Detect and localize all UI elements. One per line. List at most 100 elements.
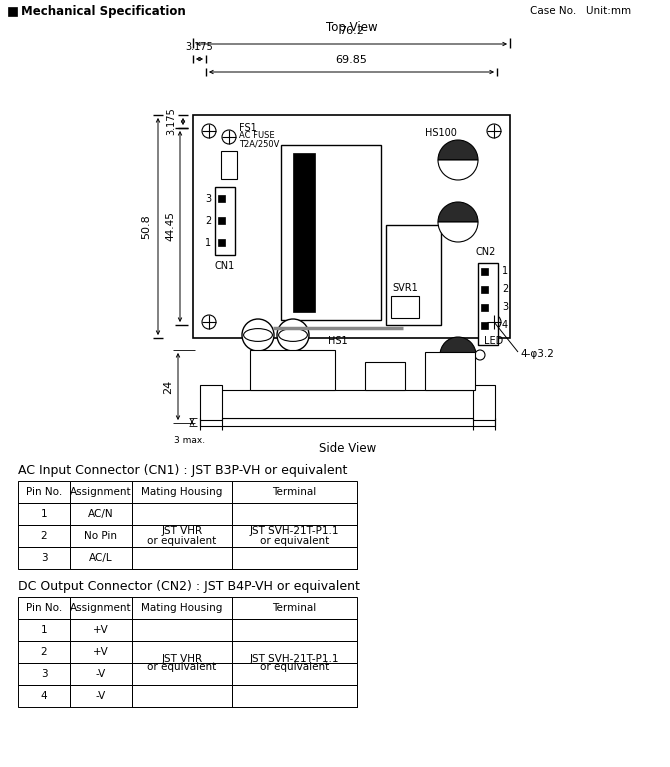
Bar	[18, 641, 70, 663]
Text: 1: 1	[41, 509, 48, 519]
Bar	[215, 390, 480, 418]
Text: 4: 4	[41, 691, 48, 701]
Text: AC/L: AC/L	[89, 553, 113, 563]
Bar	[232, 503, 357, 525]
Bar	[132, 619, 232, 707]
Bar	[70, 503, 132, 525]
Text: Mating Housing: Mating Housing	[141, 487, 222, 497]
Bar	[478, 263, 498, 345]
Text: Top View: Top View	[326, 21, 377, 34]
Bar	[18, 481, 70, 503]
Text: DC Output Connector (CN2) : JST B4P-VH or equivalent: DC Output Connector (CN2) : JST B4P-VH o…	[18, 580, 360, 593]
Bar	[70, 641, 132, 663]
Bar	[232, 525, 357, 547]
Bar	[132, 663, 232, 685]
Wedge shape	[438, 222, 478, 242]
Text: Assignment: Assignment	[70, 487, 132, 497]
Text: 1: 1	[502, 266, 508, 276]
Bar	[215, 187, 235, 255]
Text: Terminal: Terminal	[273, 603, 317, 613]
Bar	[18, 547, 70, 569]
Bar	[481, 322, 488, 329]
Bar	[18, 685, 70, 707]
Bar	[232, 641, 357, 663]
Bar	[70, 663, 132, 685]
Bar	[70, 481, 132, 503]
Wedge shape	[438, 202, 478, 222]
Bar	[132, 641, 232, 663]
Bar	[132, 597, 232, 619]
Text: 76.2: 76.2	[339, 26, 364, 36]
Text: +V: +V	[93, 647, 109, 657]
Text: 50.8: 50.8	[141, 214, 151, 239]
Bar	[18, 503, 70, 525]
Text: 3: 3	[205, 193, 211, 203]
Bar	[232, 619, 357, 707]
Bar	[232, 663, 357, 685]
Bar	[70, 525, 132, 547]
Text: SVR1: SVR1	[392, 283, 418, 293]
Text: AC FUSE: AC FUSE	[239, 131, 275, 140]
Bar	[70, 597, 132, 619]
Text: LED: LED	[484, 336, 503, 346]
Bar	[70, 685, 132, 707]
Bar	[200, 385, 222, 420]
Text: 3: 3	[502, 302, 508, 312]
Bar	[386, 225, 441, 325]
Text: No Pin: No Pin	[84, 531, 117, 541]
Bar	[200, 418, 495, 426]
Text: FS1: FS1	[239, 123, 257, 133]
Bar	[132, 503, 232, 569]
Bar	[232, 597, 357, 619]
Bar	[425, 352, 475, 390]
Text: 4-φ3.2: 4-φ3.2	[520, 349, 554, 359]
Text: 3: 3	[41, 553, 48, 563]
Text: or equivalent: or equivalent	[260, 535, 329, 545]
Text: 4: 4	[502, 321, 508, 331]
Wedge shape	[440, 337, 476, 355]
Text: 2: 2	[502, 285, 509, 295]
Text: Side View: Side View	[319, 442, 376, 455]
Text: or equivalent: or equivalent	[147, 535, 216, 545]
Bar	[221, 151, 237, 179]
Text: AC Input Connector (CN1) : JST B3P-VH or equivalent: AC Input Connector (CN1) : JST B3P-VH or…	[18, 464, 347, 477]
Text: 3: 3	[41, 669, 48, 679]
Text: Case No.   Unit:mm: Case No. Unit:mm	[530, 6, 631, 17]
Ellipse shape	[244, 328, 273, 341]
Circle shape	[475, 350, 485, 360]
Bar	[132, 481, 232, 503]
Text: 3 max.: 3 max.	[174, 436, 206, 445]
Bar	[70, 619, 132, 641]
Text: or equivalent: or equivalent	[260, 663, 329, 673]
Ellipse shape	[279, 328, 308, 341]
Text: +V: +V	[93, 625, 109, 635]
Bar	[218, 217, 225, 224]
Text: JST VHR: JST VHR	[161, 526, 202, 536]
Text: 1: 1	[41, 625, 48, 635]
Wedge shape	[438, 160, 478, 180]
Bar	[391, 296, 419, 318]
Text: HS1: HS1	[328, 336, 348, 346]
Bar	[132, 547, 232, 569]
Circle shape	[242, 319, 274, 351]
Text: 69.85: 69.85	[336, 55, 367, 65]
Text: -V: -V	[96, 691, 106, 701]
Text: T2A/250V: T2A/250V	[239, 140, 279, 149]
Text: CN1: CN1	[215, 261, 235, 271]
Bar	[232, 619, 357, 641]
Text: 2: 2	[41, 647, 48, 657]
Bar	[232, 503, 357, 569]
Text: 3.175: 3.175	[186, 42, 213, 52]
Bar	[132, 525, 232, 547]
Bar	[232, 547, 357, 569]
Text: -V: -V	[96, 669, 106, 679]
Text: JST SVH-21T-P1.1: JST SVH-21T-P1.1	[250, 526, 339, 536]
Bar	[281, 145, 381, 320]
Bar	[18, 663, 70, 685]
Bar	[193, 115, 510, 338]
Text: 44.45: 44.45	[165, 212, 175, 242]
Text: 1: 1	[205, 238, 211, 248]
Bar	[481, 304, 488, 311]
Bar	[218, 195, 225, 202]
Bar	[18, 525, 70, 547]
